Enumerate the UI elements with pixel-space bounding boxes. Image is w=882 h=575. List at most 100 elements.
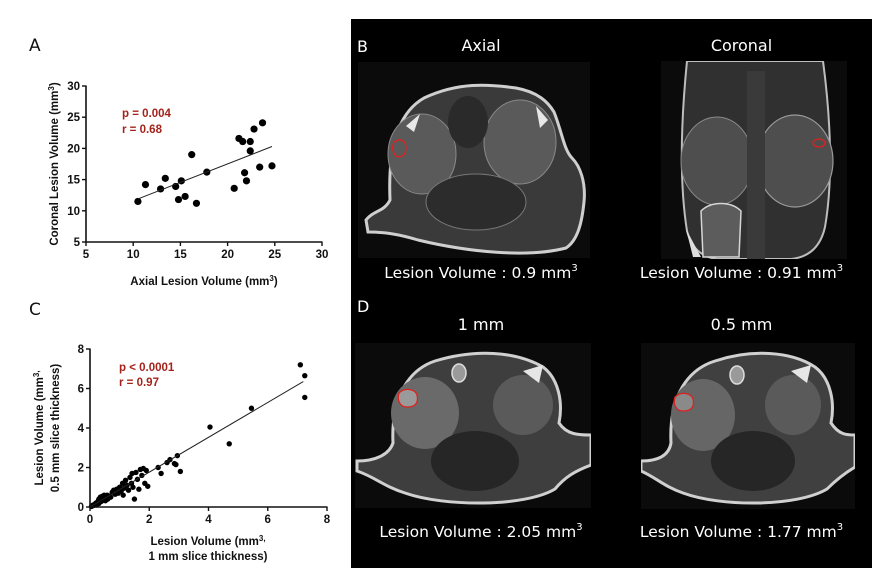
data-point [120,492,126,498]
data-point [173,461,179,468]
data-point [161,174,169,182]
chart-a-p-value: p = 0.004 [122,108,172,120]
data-point [174,195,183,204]
x-tick-label: 10 [127,249,140,261]
mri-coronal-image [661,61,847,259]
mri-05mm-scan [641,351,855,505]
data-point [136,486,142,492]
chart-a-y-axis-label: Coronal Lesion Volume (mm3) [47,82,61,246]
x-tick-label: 5 [83,249,90,261]
y-tick-label: 6 [78,384,84,396]
data-point [246,147,254,155]
x-tick-label: 15 [174,249,187,261]
data-point [240,169,249,177]
data-point [125,487,132,493]
data-point [250,125,258,133]
chart-c-y-axis-label: Lesion Volume (mm3, [32,370,46,485]
mri-coronal-caption: Lesion Volume : 0.91 mm3 [639,263,844,282]
data-point [122,477,129,484]
data-point [143,467,149,474]
chart-a-regression-line [137,146,273,200]
panel-label-b: B [357,37,368,56]
data-point [207,424,213,430]
x-tick-label: 30 [316,249,329,261]
data-point [134,197,142,206]
mri-coronal-title: Coronal [710,36,773,55]
data-point [181,192,189,201]
y-tick-label: 10 [67,206,80,218]
data-point [158,470,164,477]
mri-05mm-image [641,343,855,509]
x-tick-label: 8 [324,514,331,526]
chart-c-p-value: p < 0.0001 [119,362,175,374]
chart-a-r-value: r = 0.68 [122,124,163,136]
x-tick-label: 20 [221,249,234,261]
data-point [302,372,308,379]
mri-axial-caption: Lesion Volume : 0.9 mm3 [384,263,578,282]
y-tick-label: 30 [67,81,80,93]
data-point [297,362,304,368]
mri-05mm-caption: Lesion Volume : 1.77 mm3 [639,522,844,541]
chart-a-x-axis-label: Axial Lesion Volume (mm3) [130,274,278,288]
y-tick-label: 8 [78,344,85,356]
scatter-chart-c: 0 2 4 6 8 0 2 4 6 8 p < 0.0001 r = 0.97 Lesion Vo… [32,344,331,563]
mri-05mm-title: 0.5 mm [710,315,773,334]
data-point [256,163,264,171]
mri-axial-cell: Axial Lesion Volume : 0.9 mm3 [351,19,611,289]
y-tick-label: 5 [74,237,81,249]
chart-c-axes: 0 2 4 6 8 0 2 4 6 8 [78,344,331,526]
chart-c-y-axis-label-line2: 0.5 mm slice thickness) [50,364,62,493]
lesion-roi-outline [392,139,407,158]
mri-1mm-title: 1 mm [457,315,505,334]
chart-c-r-value: r = 0.97 [119,377,159,389]
data-point [239,137,247,146]
panel-label-a: A [29,36,41,56]
y-tick-label: 4 [78,423,85,435]
mri-1mm-image [355,343,591,508]
data-point [188,151,196,159]
data-point [141,180,150,189]
mri-coronal-cell: Coronal Lesion Volume : 0.91 mm3 [611,19,872,289]
x-tick-label: 2 [146,514,152,526]
data-point [248,405,255,411]
mri-image-panel: B D Axial Lesion Volume : 0.9 mm3 Corona… [351,19,872,568]
data-point [226,441,232,447]
y-tick-label: 2 [78,463,84,475]
lesion-roi-outline [673,392,695,412]
data-point [131,496,138,502]
mri-1mm-cell: 1 mm Lesion Volume : 2.05 mm3 [351,290,611,568]
chart-c-x-axis-label-line2: 1 mm slice thickness) [149,551,268,563]
data-point [133,469,139,476]
panel-label-c: C [29,300,41,320]
panel-label-d: D [357,297,370,316]
x-tick-label: 6 [265,514,271,526]
data-point [242,177,251,185]
mri-axial-image [358,62,590,258]
chart-c-x-axis-label: Lesion Volume (mm3, [150,534,265,548]
data-point [258,119,267,127]
mri-1mm-scan [355,351,591,505]
x-tick-label: 0 [87,514,93,526]
data-point [177,468,184,475]
x-tick-label: 4 [205,514,212,526]
data-point [130,484,136,490]
y-tick-label: 0 [78,502,84,514]
mri-axial-scan [364,83,586,255]
y-tick-label: 25 [67,112,80,124]
data-point [145,483,151,489]
lesion-roi-outline [812,138,826,148]
data-point [192,199,201,207]
data-point [246,137,254,146]
mri-coronal-scan [680,61,834,259]
chart-c-points [88,362,308,510]
chart-a-axes: 5 10 15 20 25 30 5 10 15 20 25 30 [67,81,328,261]
chart-c-regression-line [89,381,304,508]
x-tick-label: 25 [268,249,281,261]
data-point [230,184,238,192]
y-tick-label: 15 [67,175,80,187]
data-point [302,394,308,401]
y-tick-label: 20 [67,143,80,155]
lesion-roi-outline [397,388,419,408]
mri-05mm-cell: 0.5 mm Lesion Volume : 1.77 mm3 [611,290,872,568]
data-point [268,162,276,170]
